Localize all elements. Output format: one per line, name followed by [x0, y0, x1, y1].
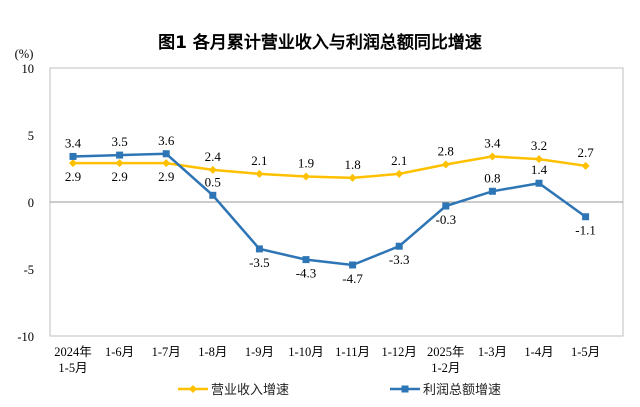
data-label: 2.8 [438, 143, 454, 158]
data-point [69, 152, 77, 160]
x-tick-label: 1-7月 [152, 345, 181, 359]
x-tick-label: 1-8月 [198, 345, 227, 359]
legend-marker [401, 385, 409, 393]
data-label: 1.8 [344, 157, 360, 172]
data-label: 1.4 [531, 162, 548, 177]
data-point [302, 172, 310, 181]
data-label: 2.1 [391, 153, 407, 168]
x-tick-label: 1-5月 [571, 345, 600, 359]
data-point [115, 159, 124, 168]
x-tick-label: 1-6月 [105, 345, 134, 359]
y-tick-label: 10 [22, 62, 35, 76]
data-point [395, 242, 403, 250]
data-point [535, 179, 543, 187]
data-label: 2.9 [65, 169, 81, 184]
data-point [208, 165, 217, 174]
data-point [488, 152, 497, 161]
data-label: -4.3 [296, 266, 317, 281]
y-axis-unit: (%) [15, 47, 34, 61]
data-point [255, 169, 264, 178]
data-point [116, 151, 124, 159]
data-point [395, 169, 404, 178]
data-label: 0.8 [484, 170, 500, 185]
data-label: -1.1 [575, 223, 596, 238]
data-label: 2.9 [111, 169, 127, 184]
data-point [488, 187, 496, 195]
data-point [581, 161, 590, 170]
data-point [582, 213, 590, 221]
y-tick-label: 0 [28, 196, 34, 210]
data-point [162, 150, 170, 158]
data-point [535, 155, 543, 164]
x-tick-label: 1-12月 [381, 345, 416, 359]
data-point [441, 160, 450, 169]
x-tick-label: 1-3月 [478, 345, 507, 359]
series-line-1 [72, 152, 587, 267]
x-tick-label: 1-11月 [335, 345, 370, 359]
x-tick-label: 1-9月 [245, 345, 274, 359]
data-label: 3.4 [484, 135, 501, 150]
data-point [442, 202, 450, 210]
data-point [162, 159, 171, 168]
legend-label: 营业收入增速 [211, 383, 289, 398]
legend-label: 利润总额增速 [423, 383, 501, 398]
data-label: 2.9 [158, 169, 174, 184]
x-tick-label: 2024年 [54, 345, 92, 359]
data-label: 3.5 [111, 134, 127, 149]
data-label: 2.4 [205, 149, 222, 164]
data-label: 0.5 [205, 174, 221, 189]
data-point [69, 159, 77, 168]
x-tick-label: 1-10月 [288, 345, 323, 359]
data-label: 3.4 [65, 135, 82, 150]
x-tick-label: 2025年 [427, 345, 465, 359]
data-label: -3.3 [389, 252, 410, 267]
data-label: 2.1 [251, 153, 267, 168]
y-tick-label: 5 [28, 129, 34, 143]
data-point [302, 256, 310, 264]
y-tick-label: -10 [17, 330, 34, 344]
x-tick-label: 1-4月 [524, 345, 553, 359]
data-label: 3.2 [531, 138, 547, 153]
x-tick-label: 1-5月 [58, 361, 87, 375]
data-point [255, 245, 263, 253]
data-label: 3.6 [158, 133, 175, 148]
legend-marker [189, 385, 197, 393]
data-point [209, 191, 217, 199]
data-label: 2.7 [577, 145, 594, 160]
x-tick-label: 1-2月 [431, 361, 460, 375]
data-label: -0.3 [436, 212, 457, 227]
data-label: -4.7 [342, 271, 363, 286]
y-tick-label: -5 [24, 263, 34, 277]
data-point [348, 173, 357, 182]
data-label: -3.5 [249, 255, 270, 270]
chart-title: 图1 各月累计营业收入与利润总额同比增速 [158, 32, 482, 53]
series-line-0 [73, 155, 586, 180]
data-point [349, 261, 357, 269]
data-label: 1.9 [298, 156, 314, 171]
